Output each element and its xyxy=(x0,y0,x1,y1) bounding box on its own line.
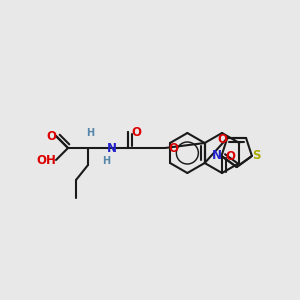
Text: O: O xyxy=(46,130,56,142)
Text: O: O xyxy=(225,151,235,164)
Text: H: H xyxy=(86,128,94,138)
Text: O: O xyxy=(217,133,227,146)
Text: N: N xyxy=(107,142,117,154)
Text: H: H xyxy=(102,156,110,166)
Text: S: S xyxy=(252,149,260,162)
Text: O: O xyxy=(168,142,178,154)
Text: OH: OH xyxy=(36,154,56,166)
Text: O: O xyxy=(131,125,141,139)
Text: N: N xyxy=(212,149,221,162)
